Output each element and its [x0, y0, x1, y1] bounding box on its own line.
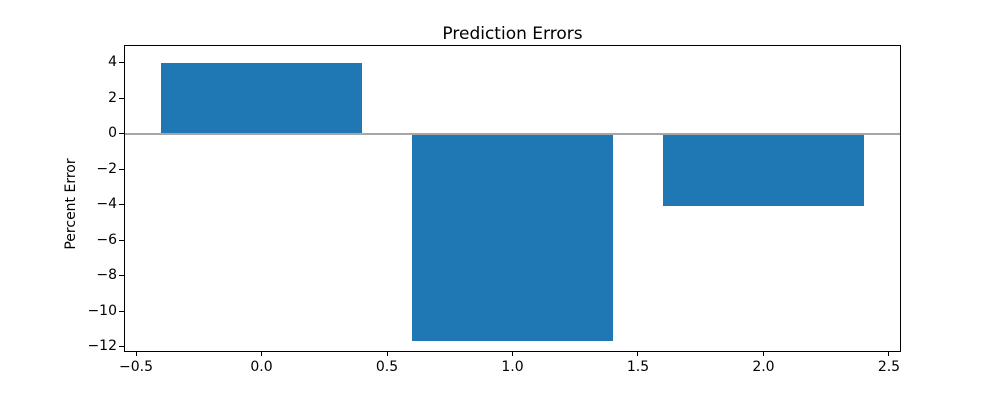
y-tick-label: −4 — [96, 196, 117, 213]
x-tick-mark — [762, 351, 764, 356]
y-tick-mark — [119, 310, 124, 312]
y-tick-label: 0 — [108, 125, 117, 142]
x-tick-label: 1.0 — [501, 359, 524, 375]
bar — [663, 133, 864, 207]
y-tick-label: −2 — [96, 160, 117, 177]
x-tick-mark — [135, 351, 137, 356]
bar — [412, 133, 613, 342]
x-tick-label: 1.5 — [626, 359, 650, 375]
chart-title: Prediction Errors — [442, 24, 583, 44]
y-tick-label: 2 — [108, 89, 117, 106]
x-tick-mark — [386, 351, 388, 356]
y-tick-label: −12 — [87, 338, 117, 355]
x-tick-mark — [637, 351, 639, 356]
x-tick-label: −0.5 — [119, 359, 154, 375]
x-tick-label: 0.0 — [250, 359, 273, 375]
x-tick-mark — [512, 351, 513, 356]
y-tick-mark — [119, 346, 124, 348]
x-tick-label: 2.0 — [752, 359, 775, 375]
y-tick-label: 4 — [108, 54, 117, 71]
x-tick-mark — [888, 351, 890, 356]
x-tick-mark — [261, 351, 263, 356]
y-tick-label: −8 — [96, 267, 117, 284]
y-tick-mark — [119, 204, 124, 206]
zero-line — [125, 132, 900, 135]
x-tick-label: 2.5 — [877, 359, 901, 375]
y-tick-label: −10 — [87, 302, 117, 319]
y-tick-mark — [119, 133, 124, 135]
plot-area: 4 2 0 −2 −4 −6 −8 −10 −12 −0.5 0.0 0.5 1.0 1.5 2.0 2.5 — [87, 45, 901, 375]
y-tick-mark — [119, 168, 124, 170]
y-tick-mark — [119, 97, 124, 99]
bar — [161, 62, 362, 134]
y-tick-mark — [119, 239, 124, 241]
y-tick-mark — [119, 275, 124, 277]
x-tick-label: 0.5 — [375, 359, 399, 375]
y-tick-mark — [119, 62, 124, 64]
y-tick-label: −6 — [96, 231, 117, 248]
